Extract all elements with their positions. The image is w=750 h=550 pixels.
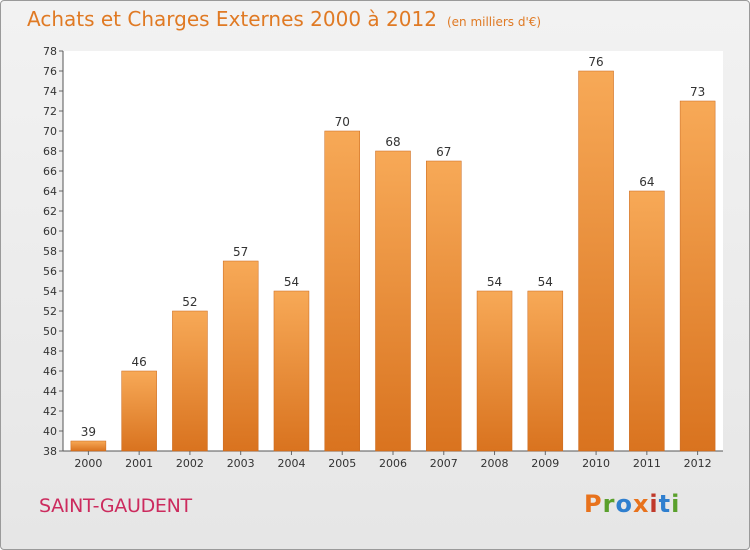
- data-label-2009: 54: [538, 275, 553, 289]
- logo-letter: P: [584, 490, 603, 518]
- bar-2001: [121, 370, 157, 452]
- data-label-2006: 68: [385, 135, 400, 149]
- x-tick-label-2003: 2003: [227, 457, 255, 470]
- y-tick-label: 78: [43, 45, 57, 58]
- x-tick-label-2000: 2000: [74, 457, 102, 470]
- logo-letter: r: [602, 490, 616, 518]
- x-tick-label-2010: 2010: [582, 457, 610, 470]
- bar-2010: [578, 70, 614, 452]
- x-tick-label-2011: 2011: [633, 457, 661, 470]
- bar-2007: [426, 160, 462, 452]
- x-tick-label-2008: 2008: [481, 457, 509, 470]
- x-tick-label-2005: 2005: [328, 457, 356, 470]
- y-tick-label: 42: [43, 405, 57, 418]
- x-tick-label-2006: 2006: [379, 457, 407, 470]
- x-tick-label-2007: 2007: [430, 457, 458, 470]
- y-tick-label: 62: [43, 205, 57, 218]
- bar-2000: [70, 440, 107, 452]
- y-tick-label: 72: [43, 105, 57, 118]
- y-tick-label: 50: [43, 325, 57, 338]
- x-tick-label-2012: 2012: [684, 457, 712, 470]
- logo-letter: x: [632, 490, 650, 518]
- x-tick-label-2004: 2004: [277, 457, 305, 470]
- chart-title-text: Achats et Charges Externes 2000 à 2012: [27, 7, 437, 31]
- data-label-2007: 67: [436, 145, 451, 159]
- y-tick-label: 74: [43, 85, 57, 98]
- x-tick-label-2009: 2009: [531, 457, 559, 470]
- data-label-2001: 46: [132, 355, 147, 369]
- data-label-2002: 52: [182, 295, 197, 309]
- bar-2002: [172, 310, 208, 452]
- bar-2012: [679, 100, 716, 452]
- y-tick-label: 54: [43, 285, 57, 298]
- chart-subtitle: (en milliers d'€): [446, 15, 542, 29]
- bar-2003: [222, 260, 259, 452]
- data-label-2000: 39: [81, 425, 96, 439]
- y-tick-label: 38: [43, 445, 57, 458]
- y-tick-label: 58: [43, 245, 57, 258]
- bar-2009: [527, 290, 564, 452]
- commune-name: SAINT-GAUDENT: [39, 495, 192, 517]
- y-tick-label: 70: [43, 125, 57, 138]
- chart-title: Achats et Charges Externes 2000 à 2012 (e…: [27, 7, 541, 31]
- data-label-2003: 57: [233, 245, 248, 259]
- bar-2006: [375, 150, 411, 452]
- y-tick-label: 56: [43, 265, 57, 278]
- x-tick-label-2002: 2002: [176, 457, 204, 470]
- data-label-2004: 54: [284, 275, 299, 289]
- x-tick-label-2001: 2001: [125, 457, 153, 470]
- y-tick-label: 52: [43, 305, 57, 318]
- data-label-2005: 70: [335, 115, 350, 129]
- y-tick-label: 46: [43, 365, 57, 378]
- y-tick-label: 44: [43, 385, 57, 398]
- data-label-2010: 76: [588, 55, 603, 69]
- y-tick-label: 64: [43, 185, 57, 198]
- bar-2008: [476, 290, 513, 452]
- proxiti-logo: Proxiti: [584, 490, 680, 518]
- y-tick-label: 40: [43, 425, 57, 438]
- data-label-2011: 64: [639, 175, 654, 189]
- logo-letter: i: [649, 490, 659, 518]
- bar-2005: [324, 130, 360, 452]
- data-label-2012: 73: [690, 85, 705, 99]
- data-label-2008: 54: [487, 275, 502, 289]
- logo-letter: o: [615, 490, 633, 518]
- y-tick-label: 76: [43, 65, 57, 78]
- y-tick-label: 66: [43, 165, 57, 178]
- y-tick-label: 48: [43, 345, 57, 358]
- bar-2004: [273, 290, 310, 452]
- bar-2011: [629, 190, 665, 452]
- y-tick-label: 68: [43, 145, 57, 158]
- logo-letter: i: [671, 490, 681, 518]
- logo-letter: t: [658, 490, 672, 518]
- y-tick-label: 60: [43, 225, 57, 238]
